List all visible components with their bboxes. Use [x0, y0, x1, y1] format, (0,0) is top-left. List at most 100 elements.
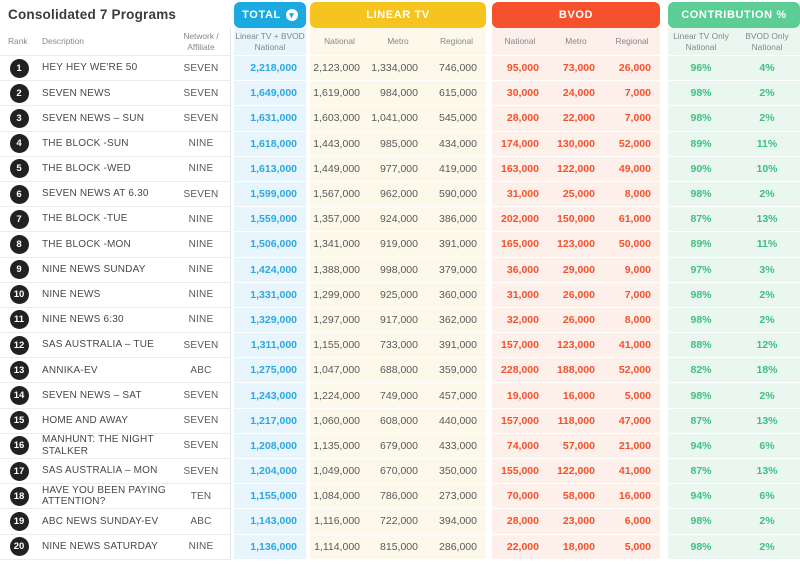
linear-national-value: 1,567,000: [310, 181, 369, 208]
bvod-regional-value: 41,000: [604, 459, 660, 485]
contribution-linear-value: 98%: [668, 383, 734, 409]
rank-badge: 10: [9, 285, 29, 305]
rank-badge: 6: [9, 184, 29, 204]
bvod-metro-value: 18,000: [548, 534, 604, 560]
table-body: 1 HEY HEY WE'RE 50 SEVEN 2,218,000 2,123,000…: [0, 56, 800, 560]
table-row: 19 ABC NEWS SUNDAY-EV ABC 1,143,000 1,116,00…: [0, 509, 800, 535]
rank-badge: 19: [9, 511, 29, 531]
network-name: SEVEN: [172, 333, 230, 359]
page-title: Consolidated 7 Programs: [8, 6, 177, 22]
section-divider: [230, 232, 234, 258]
total-value: 1,331,000: [234, 282, 306, 308]
bvod-metro-value: 57,000: [548, 433, 604, 459]
bvod-regional-value: 9,000: [604, 257, 660, 283]
bvod-national-value: 228,000: [492, 358, 548, 384]
section-divider: [230, 257, 234, 283]
table-row: 1 HEY HEY WE'RE 50 SEVEN 2,218,000 2,123,000…: [0, 56, 800, 82]
total-value: 1,275,000: [234, 358, 306, 384]
bvod-metro-value: 130,000: [548, 131, 604, 157]
contribution-linear-value: 82%: [668, 358, 734, 384]
linear-national-value: 1,114,000: [310, 534, 369, 560]
bvod-regional-value: 5,000: [604, 534, 660, 560]
program-name: SAS AUSTRALIA – MON: [38, 459, 172, 485]
rank-cell: 11: [0, 308, 38, 334]
rank-badge: 15: [9, 411, 29, 431]
section-divider: [230, 484, 234, 510]
linear-national-value: 2,123,000: [310, 56, 369, 82]
linear-regional-value: 359,000: [427, 358, 486, 384]
linear-national-value: 1,049,000: [310, 459, 369, 485]
total-value: 1,424,000: [234, 257, 306, 283]
column-header-bvod-regional: Regional: [604, 28, 660, 56]
program-name: SEVEN NEWS: [38, 81, 172, 107]
table-row: 5 THE BLOCK -WED NINE 1,613,000 1,449,000 977…: [0, 156, 800, 182]
contribution-bvod-value: 12%: [734, 333, 800, 359]
bvod-metro-value: 29,000: [548, 257, 604, 283]
linear-national-value: 1,047,000: [310, 358, 369, 384]
rank-cell: 17: [0, 459, 38, 485]
section-divider: [230, 181, 234, 208]
linear-regional-value: 746,000: [427, 56, 486, 82]
program-name: MANHUNT: THE NIGHT STALKER: [38, 434, 172, 459]
column-header-linear-national: National: [310, 28, 369, 56]
bvod-national-value: 202,000: [492, 207, 548, 233]
sort-descending-icon[interactable]: ▾: [285, 9, 298, 21]
rank-badge: 20: [9, 537, 29, 557]
bvod-regional-value: 61,000: [604, 207, 660, 233]
table-row: 6 SEVEN NEWS AT 6.30 SEVEN 1,599,000 1,567,0…: [0, 181, 800, 208]
table-row: 15 HOME AND AWAY SEVEN 1,217,000 1,060,000 60…: [0, 408, 800, 434]
contribution-bvod-value: 13%: [734, 207, 800, 233]
column-group-contribution[interactable]: CONTRIBUTION %: [668, 2, 800, 28]
linear-national-value: 1,155,000: [310, 333, 369, 359]
bvod-national-value: 157,000: [492, 333, 548, 359]
program-name: SEVEN NEWS – SUN: [38, 106, 172, 132]
network-name: ABC: [172, 509, 230, 535]
column-group-linear-tv[interactable]: LINEAR TV: [310, 2, 486, 28]
linear-national-value: 1,341,000: [310, 232, 369, 258]
rank-badge: 2: [9, 83, 29, 103]
linear-tv-label: LINEAR TV: [366, 9, 430, 21]
bvod-metro-value: 73,000: [548, 56, 604, 82]
linear-metro-value: 749,000: [369, 383, 427, 409]
table-row: 10 NINE NEWS NINE 1,331,000 1,299,000 925,000…: [0, 282, 800, 308]
column-group-bvod[interactable]: BVOD: [492, 2, 660, 28]
program-name: NINE NEWS SUNDAY: [38, 258, 172, 283]
rank-badge: 14: [9, 386, 29, 406]
column-header-rank: Rank: [0, 28, 38, 56]
linear-metro-value: 984,000: [369, 81, 427, 107]
rank-cell: 6: [0, 182, 38, 208]
rank-cell: 12: [0, 333, 38, 359]
network-name: SEVEN: [172, 106, 230, 132]
bvod-metro-value: 150,000: [548, 207, 604, 233]
total-label: TOTAL: [242, 9, 281, 21]
contribution-linear-value: 88%: [668, 333, 734, 359]
bvod-national-value: 32,000: [492, 307, 548, 334]
section-divider: [230, 358, 234, 384]
contribution-linear-value: 87%: [668, 207, 734, 233]
table-row: 16 MANHUNT: THE NIGHT STALKER SEVEN 1,208,0…: [0, 433, 800, 459]
column-header-contribution-linear: Linear TV Only National: [668, 28, 734, 56]
rank-cell: 1: [0, 56, 38, 82]
total-value: 1,243,000: [234, 383, 306, 409]
contribution-bvod-value: 2%: [734, 282, 800, 308]
linear-regional-value: 419,000: [427, 156, 486, 182]
linear-national-value: 1,060,000: [310, 408, 369, 434]
bvod-national-value: 174,000: [492, 131, 548, 157]
linear-metro-value: 917,000: [369, 307, 427, 334]
section-divider: [230, 333, 234, 359]
linear-national-value: 1,603,000: [310, 106, 369, 132]
linear-regional-value: 545,000: [427, 106, 486, 132]
bvod-national-value: 36,000: [492, 257, 548, 283]
column-group-total[interactable]: TOTAL ▾: [234, 2, 306, 28]
linear-metro-value: 962,000: [369, 181, 427, 208]
linear-regional-value: 379,000: [427, 257, 486, 283]
contribution-bvod-value: 13%: [734, 459, 800, 485]
contribution-bvod-value: 4%: [734, 56, 800, 82]
contribution-linear-value: 89%: [668, 232, 734, 258]
linear-national-value: 1,357,000: [310, 207, 369, 233]
bvod-metro-value: 123,000: [548, 232, 604, 258]
linear-metro-value: 608,000: [369, 408, 427, 434]
contribution-bvod-value: 2%: [734, 81, 800, 107]
rank-badge: 3: [9, 108, 29, 128]
program-name: ABC NEWS SUNDAY-EV: [38, 509, 172, 535]
